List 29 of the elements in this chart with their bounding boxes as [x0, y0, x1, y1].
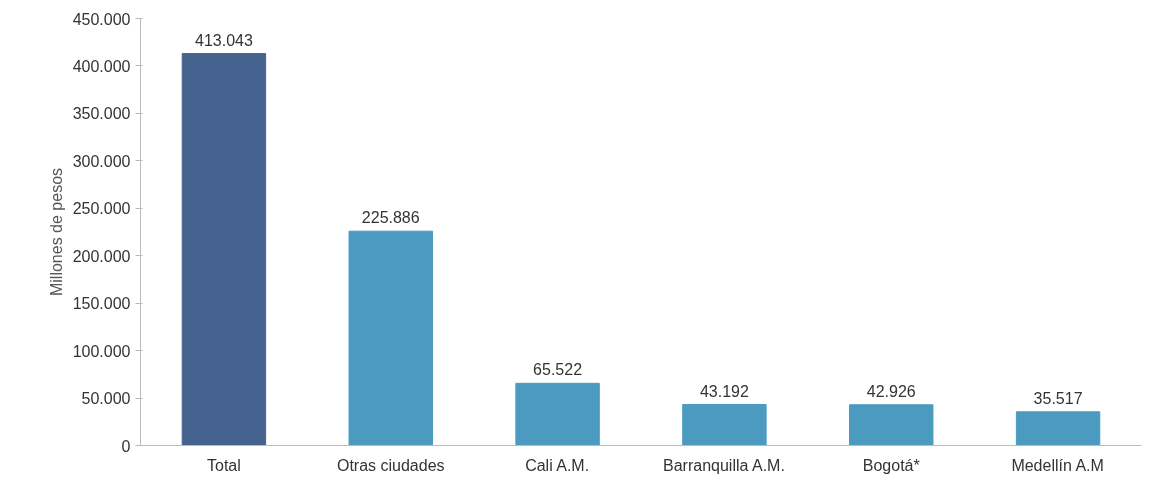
bar	[1015, 411, 1101, 446]
data-label: 65.522	[533, 361, 583, 379]
x-tick-label: Bogotá*	[862, 456, 920, 474]
y-axis-title: Millones de pesos	[47, 167, 65, 297]
bar	[348, 230, 433, 446]
data-label: 225.886	[361, 209, 420, 227]
x-tick-label: Otras ciudades	[336, 456, 445, 474]
y-tick-label: 100.000	[72, 342, 131, 360]
x-tick-label: Barranquilla A.M.	[663, 456, 785, 474]
y-tick-label: 400.000	[72, 57, 131, 75]
bar	[515, 382, 600, 446]
x-tick-label: Medellín A.M	[1011, 456, 1104, 474]
y-tick-label: 150.000	[72, 295, 131, 313]
y-tick-label: 50.000	[81, 390, 131, 408]
y-tick-label: 250.000	[72, 200, 131, 218]
y-tick-label: 450.000	[72, 10, 131, 28]
y-tick-label: 350.000	[72, 105, 131, 123]
data-label: 42.926	[866, 382, 916, 400]
data-label: 413.043	[195, 31, 253, 49]
bar	[849, 404, 934, 446]
x-tick-label: Total	[207, 456, 241, 474]
data-label: 43.192	[699, 382, 749, 400]
bar	[181, 53, 267, 446]
x-tick-label: Cali A.M.	[525, 456, 590, 474]
y-tick-label: 300.000	[72, 152, 131, 170]
data-label: 35.517	[1033, 389, 1083, 407]
y-tick-label: 0	[121, 437, 131, 455]
bar	[682, 404, 767, 446]
y-tick-label: 200.000	[72, 247, 131, 265]
